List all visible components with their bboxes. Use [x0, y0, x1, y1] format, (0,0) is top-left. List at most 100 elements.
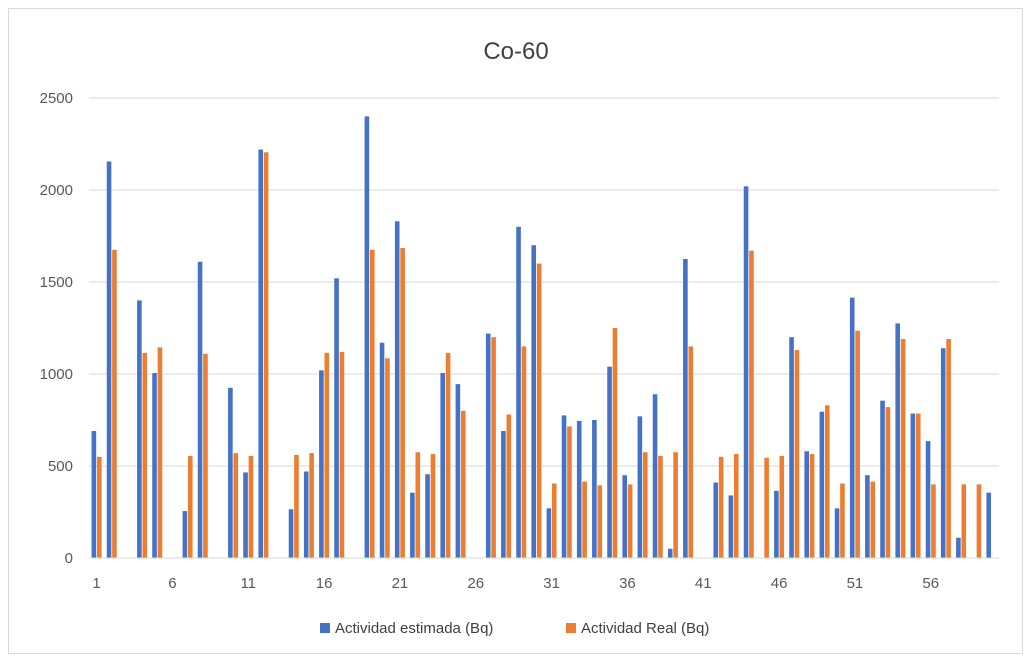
bar-real	[233, 453, 239, 558]
gridlines	[89, 97, 999, 467]
x-tick-label: 21	[392, 575, 409, 592]
bar-estimada	[910, 413, 916, 558]
bar-real	[445, 352, 451, 558]
bar-estimada	[940, 348, 946, 558]
bar-real	[824, 405, 830, 558]
x-axis-labels: 1 6 11 16 21 26 31 36 41 46 51 56	[92, 575, 939, 592]
bar-estimada	[197, 261, 203, 558]
bar-real	[430, 454, 436, 558]
x-tick-label: 31	[543, 575, 560, 592]
bar-real	[915, 413, 921, 558]
bar-estimada	[667, 548, 673, 558]
bars	[91, 116, 992, 559]
bar-estimada	[243, 472, 248, 558]
x-tick-label: 41	[695, 575, 712, 592]
y-tick-label: 1500	[40, 274, 73, 291]
bar-estimada	[880, 400, 885, 558]
bar-estimada	[228, 387, 233, 558]
bar-estimada	[425, 474, 430, 558]
y-tick-label: 0	[65, 550, 73, 567]
bar-estimada	[986, 492, 992, 558]
bar-real	[779, 455, 785, 558]
legend-label: Actividad Real (Bq)	[581, 620, 709, 637]
bar-estimada	[956, 537, 961, 558]
bar-estimada	[592, 420, 597, 558]
bar-real	[536, 263, 542, 558]
bar-estimada	[410, 492, 415, 558]
bar-estimada	[319, 370, 324, 558]
bar-estimada	[182, 511, 188, 558]
bar-real	[96, 456, 102, 558]
bar-real	[203, 353, 208, 558]
bar-real	[157, 347, 163, 558]
chart-title: Co-60	[483, 38, 548, 65]
bar-estimada	[819, 411, 825, 558]
bar-real	[142, 352, 148, 558]
bar-real	[248, 455, 254, 558]
bar-estimada	[531, 245, 537, 558]
y-tick-label: 1000	[40, 366, 73, 383]
bar-estimada	[152, 373, 157, 558]
bar-real	[764, 457, 769, 558]
x-tick-label: 1	[92, 575, 100, 592]
x-tick-label: 56	[922, 575, 939, 592]
bar-real	[460, 410, 466, 558]
bar-real	[521, 346, 527, 558]
bar-estimada	[106, 161, 112, 559]
bar-estimada	[379, 342, 385, 558]
bar-real	[673, 452, 678, 558]
bar-real	[369, 249, 375, 559]
bar-estimada	[455, 384, 461, 558]
x-tick-label: 6	[168, 575, 176, 592]
bar-real	[263, 152, 269, 558]
bar-estimada	[394, 221, 400, 558]
bar-real	[733, 454, 739, 558]
bar-real	[415, 452, 421, 558]
legend-label: Actividad estimada (Bq)	[335, 620, 493, 637]
bar-estimada	[895, 323, 901, 558]
x-tick-label: 46	[771, 575, 788, 592]
bar-estimada	[637, 416, 643, 558]
y-tick-label: 2000	[40, 182, 73, 199]
bar-real	[976, 484, 982, 558]
bar-estimada	[743, 186, 749, 558]
bar-estimada	[576, 420, 582, 558]
chart-frame: Co-60 0 500 1000 1500 2000 2500 1 6 11 16 21 26 31 3…	[8, 8, 1023, 654]
bar-estimada	[849, 297, 855, 558]
bar-real	[840, 483, 845, 558]
bar-estimada	[683, 259, 688, 558]
bar-real	[112, 249, 117, 559]
bar-real	[688, 346, 694, 558]
bar-estimada	[364, 116, 370, 559]
y-tick-label: 500	[48, 458, 73, 475]
bar-real	[946, 339, 951, 558]
bar-estimada	[834, 508, 840, 558]
bar-real	[658, 455, 663, 558]
bar-real	[900, 339, 906, 558]
bar-real	[870, 481, 876, 558]
legend-swatch	[566, 623, 576, 633]
legend-swatch	[320, 623, 330, 633]
bar-real	[809, 454, 815, 558]
bar-estimada	[334, 278, 339, 558]
bar-estimada	[303, 471, 309, 558]
bar-real	[339, 351, 345, 558]
x-tick-label: 26	[467, 575, 484, 592]
bar-estimada	[501, 431, 506, 558]
bar-estimada	[607, 366, 612, 558]
bar-real	[961, 484, 967, 558]
legend: Actividad estimada (Bq) Actividad Real (B…	[320, 620, 709, 637]
bar-real	[931, 484, 936, 558]
bar-estimada	[91, 431, 97, 558]
bar-real	[506, 414, 512, 558]
bar-estimada	[288, 509, 294, 558]
bar-real	[582, 481, 587, 558]
y-axis-labels: 0 500 1000 1500 2000 2500	[40, 90, 73, 567]
bar-real	[612, 328, 618, 558]
bar-real	[551, 483, 557, 558]
bar-estimada	[804, 451, 810, 558]
bar-real	[491, 337, 496, 558]
x-tick-label: 36	[619, 575, 636, 592]
bar-estimada	[440, 373, 446, 558]
bar-real	[718, 456, 724, 558]
